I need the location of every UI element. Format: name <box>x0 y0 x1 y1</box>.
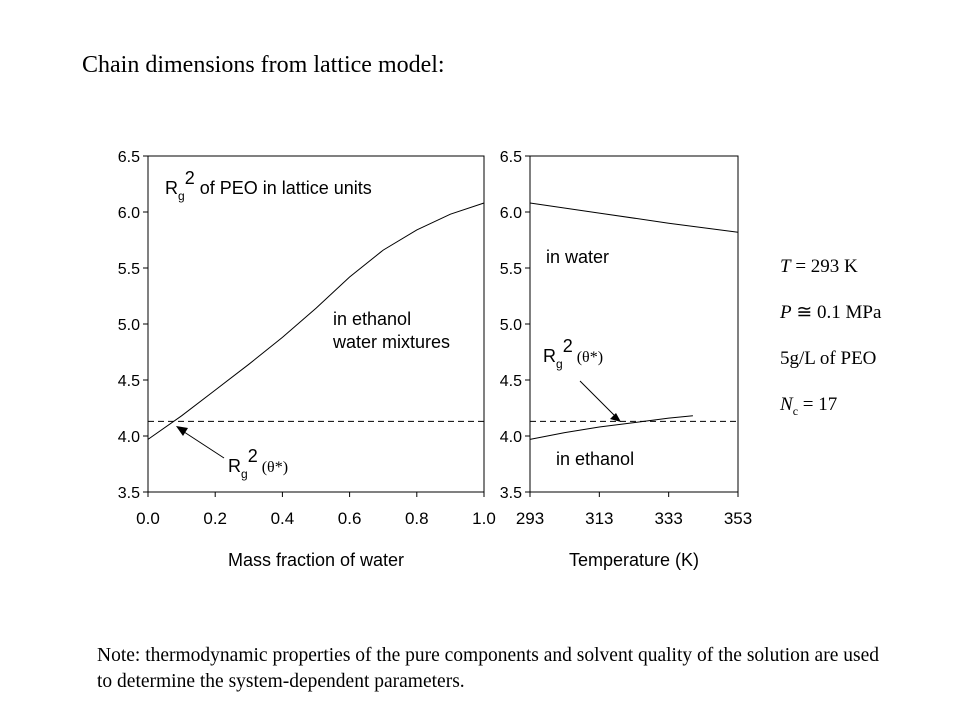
left-y-tick-label: 6.5 <box>118 149 140 166</box>
right-x-tick-label: 293 <box>516 509 544 528</box>
right-series-line-1 <box>529 415 693 440</box>
right-y-tick-label: 4.0 <box>500 429 522 446</box>
footnote: Note: thermodynamic properties of the pu… <box>97 645 879 692</box>
right-x-axis-label: Temperature (K) <box>569 550 699 570</box>
param-chain-length: Nc = 17 <box>780 394 838 418</box>
left-y-tick-label: 4.5 <box>118 373 140 390</box>
right-rg2-theta-label: Rg2 (θ*) <box>543 336 603 371</box>
parameters-block: T = 293 K P ≅ 0.1 MPa 5g/L of PEO Nc = 1… <box>780 254 881 438</box>
right-series-line-0 <box>529 202 739 233</box>
right-ethanol-label: in ethanol <box>556 449 634 469</box>
right-plot-frame <box>529 155 739 493</box>
right-chart: 3.5 4.0 4.5 5.0 5.5 6.0 6.5 293 313 333 353 Tempera… <box>500 149 752 570</box>
left-x-tick-label: 0.4 <box>271 509 295 528</box>
left-series-line-0 <box>147 202 485 440</box>
left-x-tick-label: 0.2 <box>203 509 227 528</box>
right-theta-arrow-line <box>579 380 620 421</box>
left-theta-arrow-line <box>177 427 225 459</box>
left-y-tick-label: 5.0 <box>118 317 140 334</box>
left-rg2-theta-label: Rg2 (θ*) <box>228 446 288 481</box>
right-x-tick-label: 313 <box>585 509 613 528</box>
left-chart: 3.5 4.0 4.5 5.0 5.5 6.0 6.5 0.0 0.2 0.4 0.6 0.8 1.0 M… <box>118 149 496 570</box>
right-y-tick-label: 6.0 <box>500 205 522 222</box>
left-mixture-label-line2: water mixtures <box>332 332 450 352</box>
left-y-tick-label: 5.5 <box>118 261 140 278</box>
slide-title: Chain dimensions from lattice model: <box>82 52 445 78</box>
left-y-tick-label: 3.5 <box>118 485 140 502</box>
left-y-tick-label: 4.0 <box>118 429 140 446</box>
right-water-label: in water <box>546 247 609 267</box>
right-y-tick-label: 3.5 <box>500 485 522 502</box>
left-mixture-label-line1: in ethanol <box>333 309 411 329</box>
right-x-tick-label: 353 <box>724 509 752 528</box>
param-concentration: 5g/L of PEO <box>780 348 877 369</box>
left-x-tick-label: 0.6 <box>338 509 362 528</box>
left-theta-arrow-head <box>176 426 188 436</box>
left-x-tick-label: 0.0 <box>136 509 160 528</box>
left-x-tick-label: 1.0 <box>472 509 496 528</box>
right-theta-arrow-head <box>610 413 621 422</box>
left-rg2-lattice-label: Rg2 of PEO in lattice units <box>165 168 372 203</box>
left-y-tick-label: 6.0 <box>118 205 140 222</box>
right-y-tick-label: 4.5 <box>500 373 522 390</box>
param-temperature: T = 293 K <box>780 256 858 277</box>
right-y-tick-label: 5.5 <box>500 261 522 278</box>
left-x-tick-label: 0.8 <box>405 509 429 528</box>
right-y-tick-label: 5.0 <box>500 317 522 334</box>
right-y-tick-label: 6.5 <box>500 149 522 166</box>
left-x-axis-label: Mass fraction of water <box>228 550 404 570</box>
right-x-tick-label: 333 <box>654 509 682 528</box>
param-pressure: P ≅ 0.1 MPa <box>780 302 882 323</box>
